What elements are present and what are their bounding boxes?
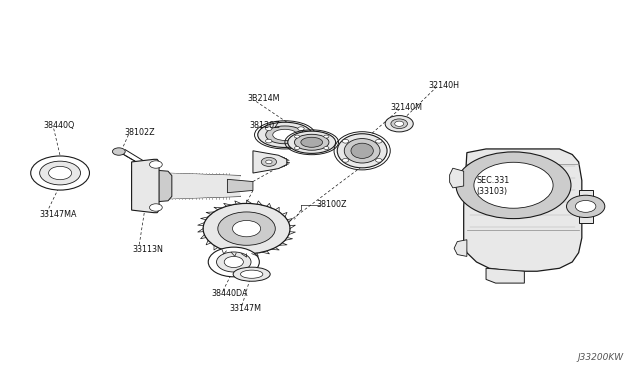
Circle shape [266,127,272,131]
Circle shape [113,148,125,155]
Circle shape [575,201,596,212]
Circle shape [232,221,260,237]
Text: 38100Z: 38100Z [317,201,348,209]
Polygon shape [167,173,240,199]
Circle shape [385,116,413,132]
Polygon shape [450,168,464,188]
Circle shape [376,140,382,143]
Circle shape [298,127,304,131]
Polygon shape [579,190,593,223]
Circle shape [261,157,276,166]
Text: 33147MA: 33147MA [39,210,77,219]
Text: 38440Q: 38440Q [44,122,75,131]
Text: 33147M: 33147M [229,304,261,313]
Circle shape [208,247,259,277]
Polygon shape [132,169,172,203]
Circle shape [456,152,571,219]
Text: 33113N: 33113N [133,244,164,253]
Ellipse shape [288,131,335,153]
Text: 3B214M: 3B214M [248,94,280,103]
Circle shape [216,252,251,272]
Circle shape [294,147,300,150]
Ellipse shape [294,134,329,150]
Ellipse shape [42,159,71,187]
Ellipse shape [344,138,380,163]
Polygon shape [132,159,159,213]
Ellipse shape [241,270,263,278]
Polygon shape [486,268,524,283]
Circle shape [324,135,329,138]
Circle shape [566,195,605,218]
Ellipse shape [233,267,270,281]
Text: SEC.331
(33103): SEC.331 (33103) [476,176,509,196]
Circle shape [294,135,300,138]
Circle shape [342,140,349,143]
Circle shape [40,161,81,185]
Circle shape [266,160,272,164]
Circle shape [203,203,290,254]
Circle shape [266,139,272,143]
Circle shape [376,158,382,162]
Circle shape [49,166,72,180]
Polygon shape [227,179,253,193]
Text: 32140M: 32140M [390,103,422,112]
Ellipse shape [337,134,387,168]
Circle shape [298,139,304,143]
Text: J33200KW: J33200KW [577,353,623,362]
Circle shape [342,158,349,162]
Circle shape [395,121,404,126]
Polygon shape [464,149,582,271]
Circle shape [31,156,90,190]
Circle shape [224,256,243,267]
Text: 38102Z: 38102Z [124,128,155,137]
Circle shape [474,162,553,208]
Text: 38440DA: 38440DA [211,289,248,298]
Ellipse shape [266,126,304,144]
Circle shape [150,161,163,168]
Polygon shape [454,240,467,256]
Text: 32140H: 32140H [429,81,460,90]
Circle shape [324,147,329,150]
Ellipse shape [351,143,373,158]
Circle shape [218,212,275,245]
Circle shape [150,204,163,211]
Circle shape [391,119,408,129]
Ellipse shape [273,129,297,140]
Polygon shape [253,151,287,173]
Ellipse shape [49,166,63,180]
Ellipse shape [258,122,312,147]
Ellipse shape [301,137,323,147]
Text: 38120Z: 38120Z [250,122,280,131]
